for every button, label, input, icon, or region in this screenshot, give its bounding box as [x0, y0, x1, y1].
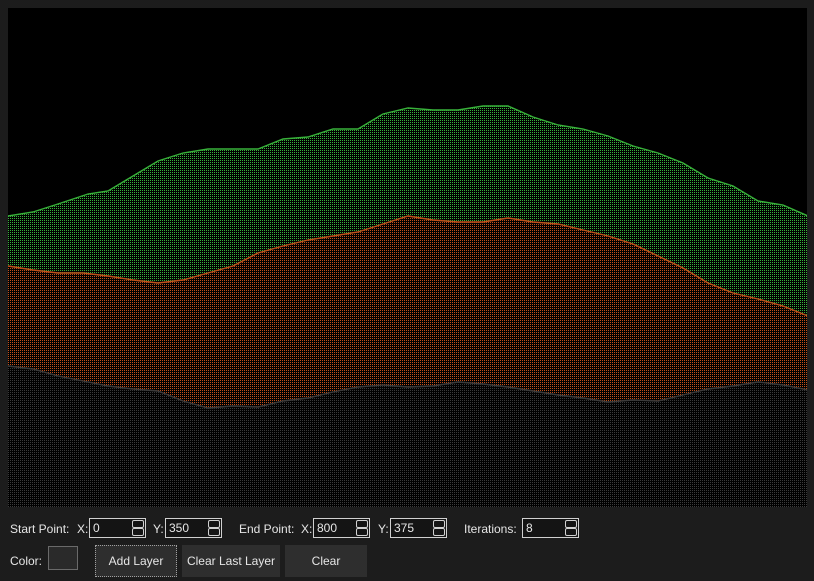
- start-y-stepper[interactable]: [208, 520, 220, 536]
- iterations-down-arrow-icon[interactable]: [565, 528, 577, 536]
- orange-layer-outline: [8, 215, 807, 317]
- end-y-up-arrow-icon[interactable]: [433, 520, 445, 528]
- iterations-stepper[interactable]: [565, 520, 577, 536]
- iterations-label: Iterations:: [464, 522, 517, 536]
- start-x-up-arrow-icon[interactable]: [132, 520, 144, 528]
- green-layer-outline: [8, 105, 807, 217]
- end-point-label: End Point:: [239, 522, 295, 536]
- start-x-down-arrow-icon[interactable]: [132, 528, 144, 536]
- end-x-input[interactable]: [314, 519, 358, 537]
- end-y-label: Y:: [378, 522, 389, 536]
- color-label: Color:: [10, 554, 43, 568]
- start-x-label: X:: [77, 522, 89, 536]
- end-y-spinbox[interactable]: [390, 518, 447, 538]
- start-y-spinbox[interactable]: [165, 518, 222, 538]
- start-point-label: Start Point:: [10, 522, 70, 536]
- start-x-stepper[interactable]: [132, 520, 144, 536]
- add-layer-button[interactable]: Add Layer: [95, 545, 177, 577]
- end-x-label: X:: [301, 522, 313, 536]
- end-x-up-arrow-icon[interactable]: [356, 520, 368, 528]
- terrain-svg: [8, 105, 807, 507]
- terrain-canvas: [8, 8, 807, 507]
- end-x-stepper[interactable]: [356, 520, 368, 536]
- iterations-input[interactable]: [523, 519, 567, 537]
- start-y-down-arrow-icon[interactable]: [208, 528, 220, 536]
- gray-layer-fill: [8, 366, 807, 507]
- start-y-input[interactable]: [166, 519, 210, 537]
- start-y-label: Y:: [153, 522, 164, 536]
- start-x-input[interactable]: [90, 519, 134, 537]
- end-x-down-arrow-icon[interactable]: [356, 528, 368, 536]
- end-x-spinbox[interactable]: [313, 518, 370, 538]
- iterations-spinbox[interactable]: [522, 518, 579, 538]
- point-controls-row: Start Point: X: Y: End Point: X: Y: Iter…: [0, 517, 814, 541]
- gray-layer-outline: [8, 365, 807, 409]
- iterations-up-arrow-icon[interactable]: [565, 520, 577, 528]
- start-y-up-arrow-icon[interactable]: [208, 520, 220, 528]
- action-controls-row: Color: Add Layer Clear Last Layer Clear: [0, 545, 814, 577]
- end-y-down-arrow-icon[interactable]: [433, 528, 445, 536]
- clear-button[interactable]: Clear: [285, 545, 367, 577]
- color-picker-swatch[interactable]: [48, 546, 78, 570]
- end-y-stepper[interactable]: [433, 520, 445, 536]
- end-y-input[interactable]: [391, 519, 435, 537]
- clear-last-layer-button[interactable]: Clear Last Layer: [182, 545, 280, 577]
- start-x-spinbox[interactable]: [89, 518, 146, 538]
